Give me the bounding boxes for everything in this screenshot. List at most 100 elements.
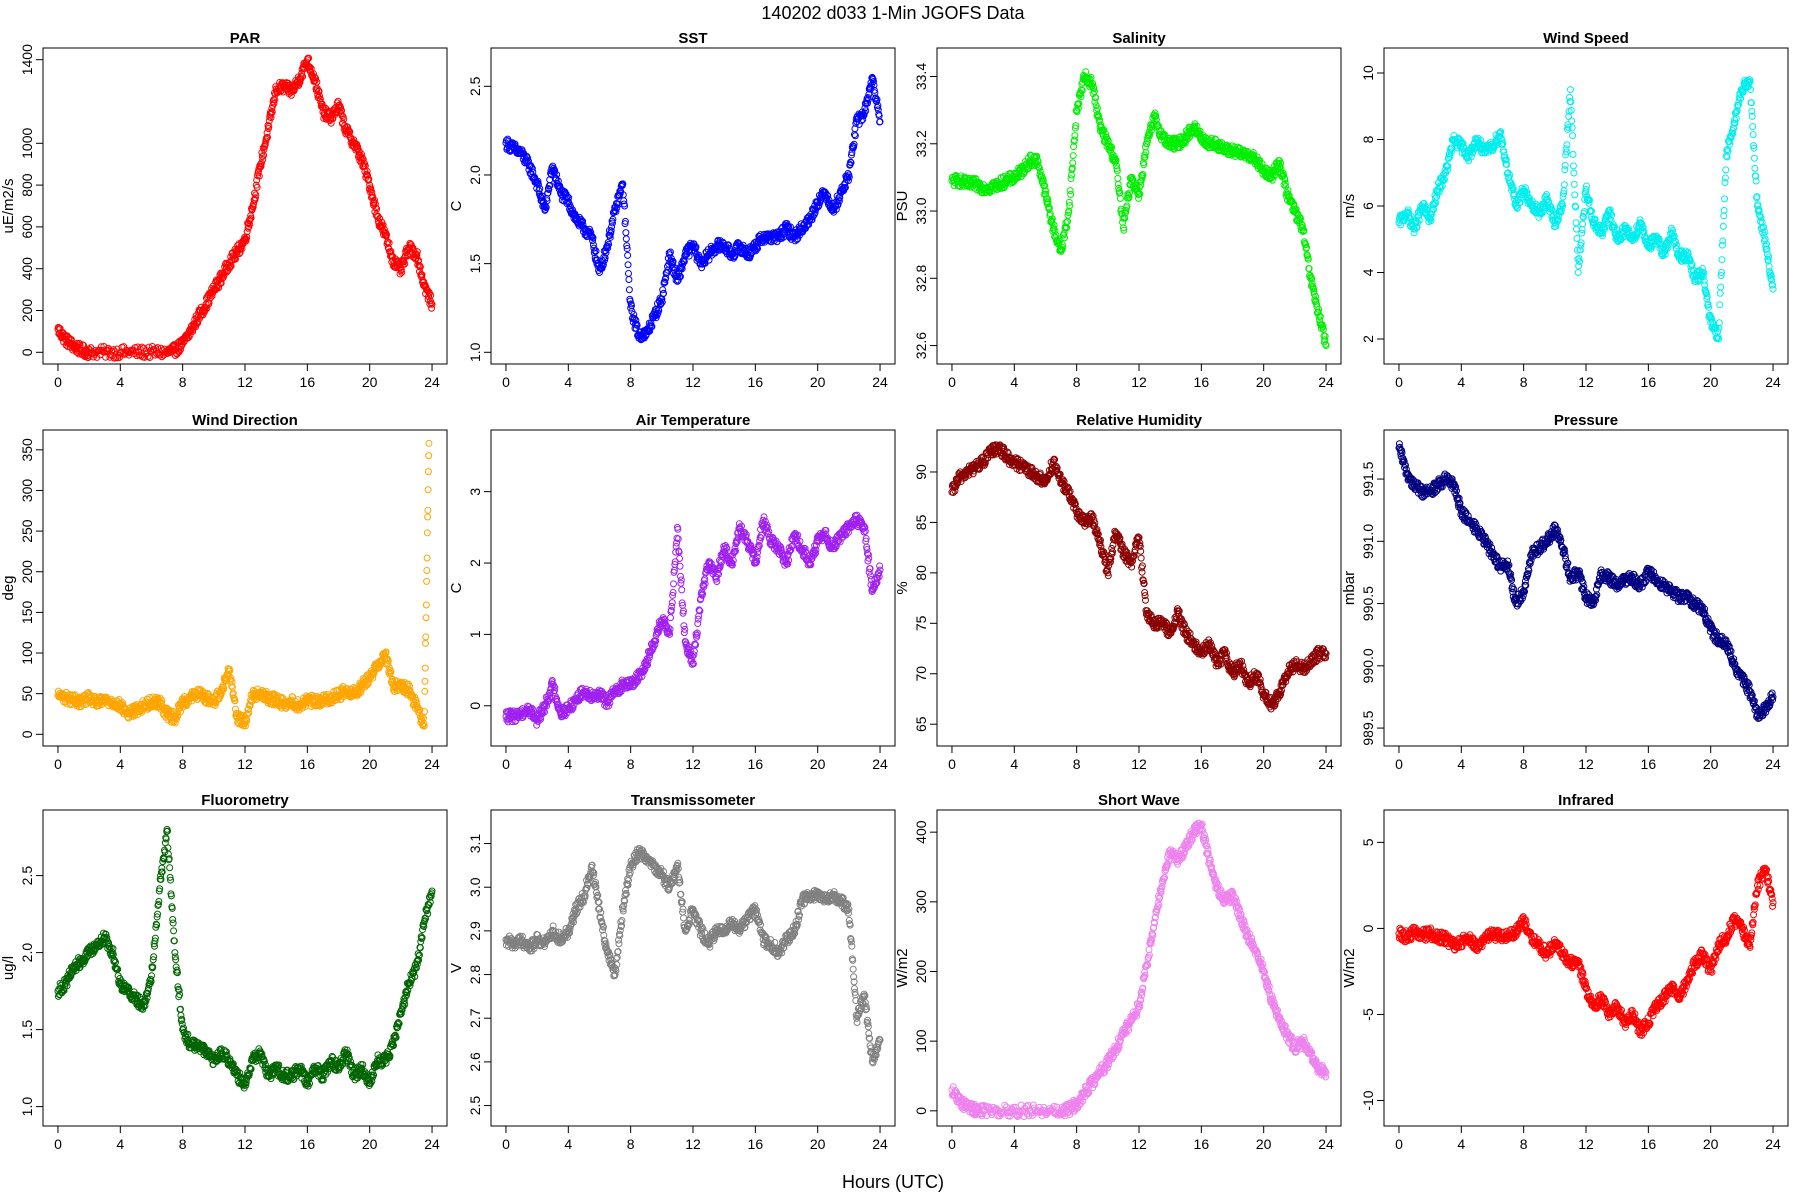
data-point	[864, 95, 872, 103]
data-point	[422, 633, 430, 641]
data-point	[428, 304, 436, 312]
data-point	[373, 205, 381, 213]
data-point	[338, 107, 346, 115]
data-point	[1750, 154, 1758, 162]
data-point	[370, 196, 378, 204]
y-tick-label: 0	[19, 348, 35, 356]
data-point	[624, 251, 632, 259]
figure-title: 140202 d033 1-Min JGOFS Data	[761, 3, 1025, 23]
data-point	[876, 118, 884, 126]
data-point	[368, 188, 376, 196]
x-tick-label: 16	[1641, 374, 1657, 390]
y-tick-label: 1	[467, 630, 483, 638]
y-tick-label: 2	[467, 559, 483, 567]
data-point	[315, 87, 323, 95]
y-tick-label: 400	[19, 257, 35, 281]
x-tick-label: 16	[300, 374, 316, 390]
data-point	[613, 204, 621, 212]
data-point	[1569, 150, 1577, 158]
panel-title: SST	[678, 30, 707, 47]
data-point	[425, 439, 433, 447]
data-point	[251, 194, 259, 202]
data-point	[657, 300, 665, 308]
data-point	[1719, 237, 1727, 245]
x-tick-label: 16	[300, 756, 316, 772]
panel-title: PAR	[230, 30, 261, 47]
data-point	[1722, 166, 1730, 174]
series-points	[502, 511, 884, 729]
data-point	[621, 217, 629, 225]
data-point	[413, 248, 421, 256]
data-point	[421, 664, 429, 672]
y-tick-label: 0	[19, 730, 35, 738]
data-point	[422, 601, 430, 609]
data-point	[849, 142, 857, 150]
data-point	[290, 86, 298, 94]
data-point	[421, 687, 429, 695]
data-point	[1751, 164, 1759, 172]
x-tick-label: 12	[237, 756, 253, 772]
data-point	[670, 580, 678, 588]
data-point	[661, 278, 669, 286]
x-tick-label: 4	[564, 756, 572, 772]
data-point	[867, 85, 875, 93]
data-point	[424, 513, 432, 521]
data-point	[63, 332, 71, 340]
data-point	[678, 586, 686, 594]
y-axis: 1.01.52.02.5	[467, 76, 491, 362]
x-tick-label: 20	[810, 374, 826, 390]
data-point	[625, 286, 633, 294]
data-point	[1071, 132, 1079, 140]
data-point	[136, 345, 144, 353]
y-tick-label: 2.5	[467, 76, 483, 96]
data-point	[299, 73, 307, 81]
data-point	[550, 164, 558, 172]
y-tick-label: 1000	[19, 128, 35, 159]
x-axis: 0 4 8 12 16 20 24	[1395, 363, 1781, 390]
data-point	[379, 221, 387, 229]
data-point	[601, 254, 609, 262]
x-axis: 0 4 8 12 16 20 24	[502, 363, 888, 390]
data-point	[545, 186, 553, 194]
data-point	[511, 140, 519, 148]
series-points	[502, 73, 884, 344]
data-point	[648, 323, 656, 331]
data-point	[249, 203, 257, 211]
series-points	[948, 68, 1330, 350]
data-point	[208, 292, 216, 300]
x-tick-label: 24	[424, 756, 440, 772]
data-point	[401, 260, 409, 268]
data-point	[338, 112, 346, 120]
data-point	[662, 274, 670, 282]
y-tick-label: 1400	[19, 44, 35, 75]
data-point	[1560, 181, 1568, 189]
data-point	[245, 216, 253, 224]
panel-title: Salinity	[1112, 30, 1166, 47]
data-point	[427, 299, 435, 307]
plot-frame	[1383, 47, 1789, 365]
data-point	[253, 183, 261, 191]
data-point	[423, 554, 431, 562]
data-point	[417, 270, 425, 278]
x-tick-label: 8	[179, 756, 187, 772]
data-point	[263, 129, 271, 137]
data-point	[857, 117, 865, 125]
data-point	[606, 233, 614, 241]
data-point	[524, 157, 532, 165]
y-tick-label: 50	[19, 686, 35, 702]
data-point	[659, 286, 667, 294]
y-tick-label: 3	[467, 488, 483, 496]
data-point	[845, 173, 853, 181]
data-point	[265, 117, 273, 125]
data-point	[1570, 169, 1578, 177]
data-point	[306, 63, 314, 71]
data-point	[678, 265, 686, 273]
data-point	[612, 208, 620, 216]
data-point	[1717, 283, 1725, 291]
data-point	[427, 291, 435, 299]
x-tick-label: 12	[1578, 374, 1594, 390]
data-point	[809, 212, 817, 220]
data-point	[1769, 285, 1777, 293]
